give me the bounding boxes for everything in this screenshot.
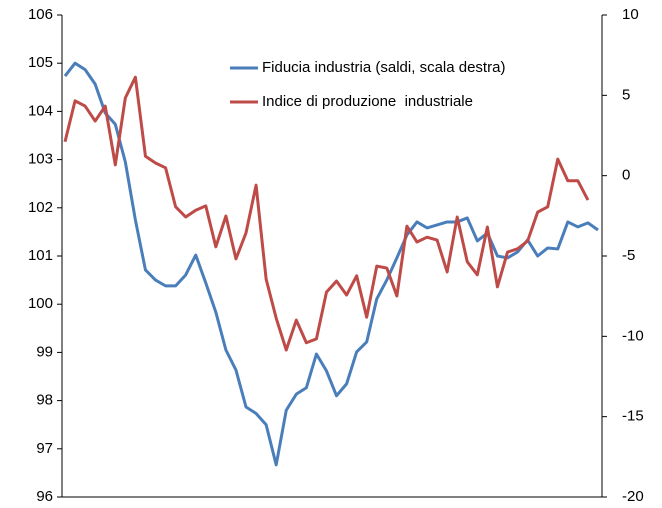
y-tick-label: 100	[28, 295, 53, 312]
y2-tick-label: 0	[622, 167, 630, 184]
y-tick-label: 96	[36, 488, 53, 505]
y2-tick-label: -5	[622, 247, 635, 264]
y-tick-label: 103	[28, 151, 53, 168]
legend-label: Indice di produzione industriale	[262, 93, 473, 110]
y-tick-label: 99	[36, 343, 53, 360]
series-line	[63, 61, 599, 467]
y2-tick-label: 5	[622, 86, 630, 103]
y2-tick-label: -10	[622, 327, 644, 344]
series-line	[63, 75, 590, 352]
y-tick-label: 106	[28, 6, 53, 23]
y2-tick-label: -15	[622, 408, 644, 425]
y-tick-label: 97	[36, 440, 53, 457]
y-tick-label: 102	[28, 199, 53, 216]
y-tick-label: 98	[36, 392, 53, 409]
y-tick-label: 104	[28, 102, 53, 119]
y-tick-label: 101	[28, 247, 53, 264]
legend-label: Fiducia industria (saldi, scala destra)	[262, 59, 505, 76]
y2-tick-label: -20	[622, 488, 644, 505]
y2-tick-label: 10	[622, 6, 639, 23]
y-tick-label: 105	[28, 54, 53, 71]
